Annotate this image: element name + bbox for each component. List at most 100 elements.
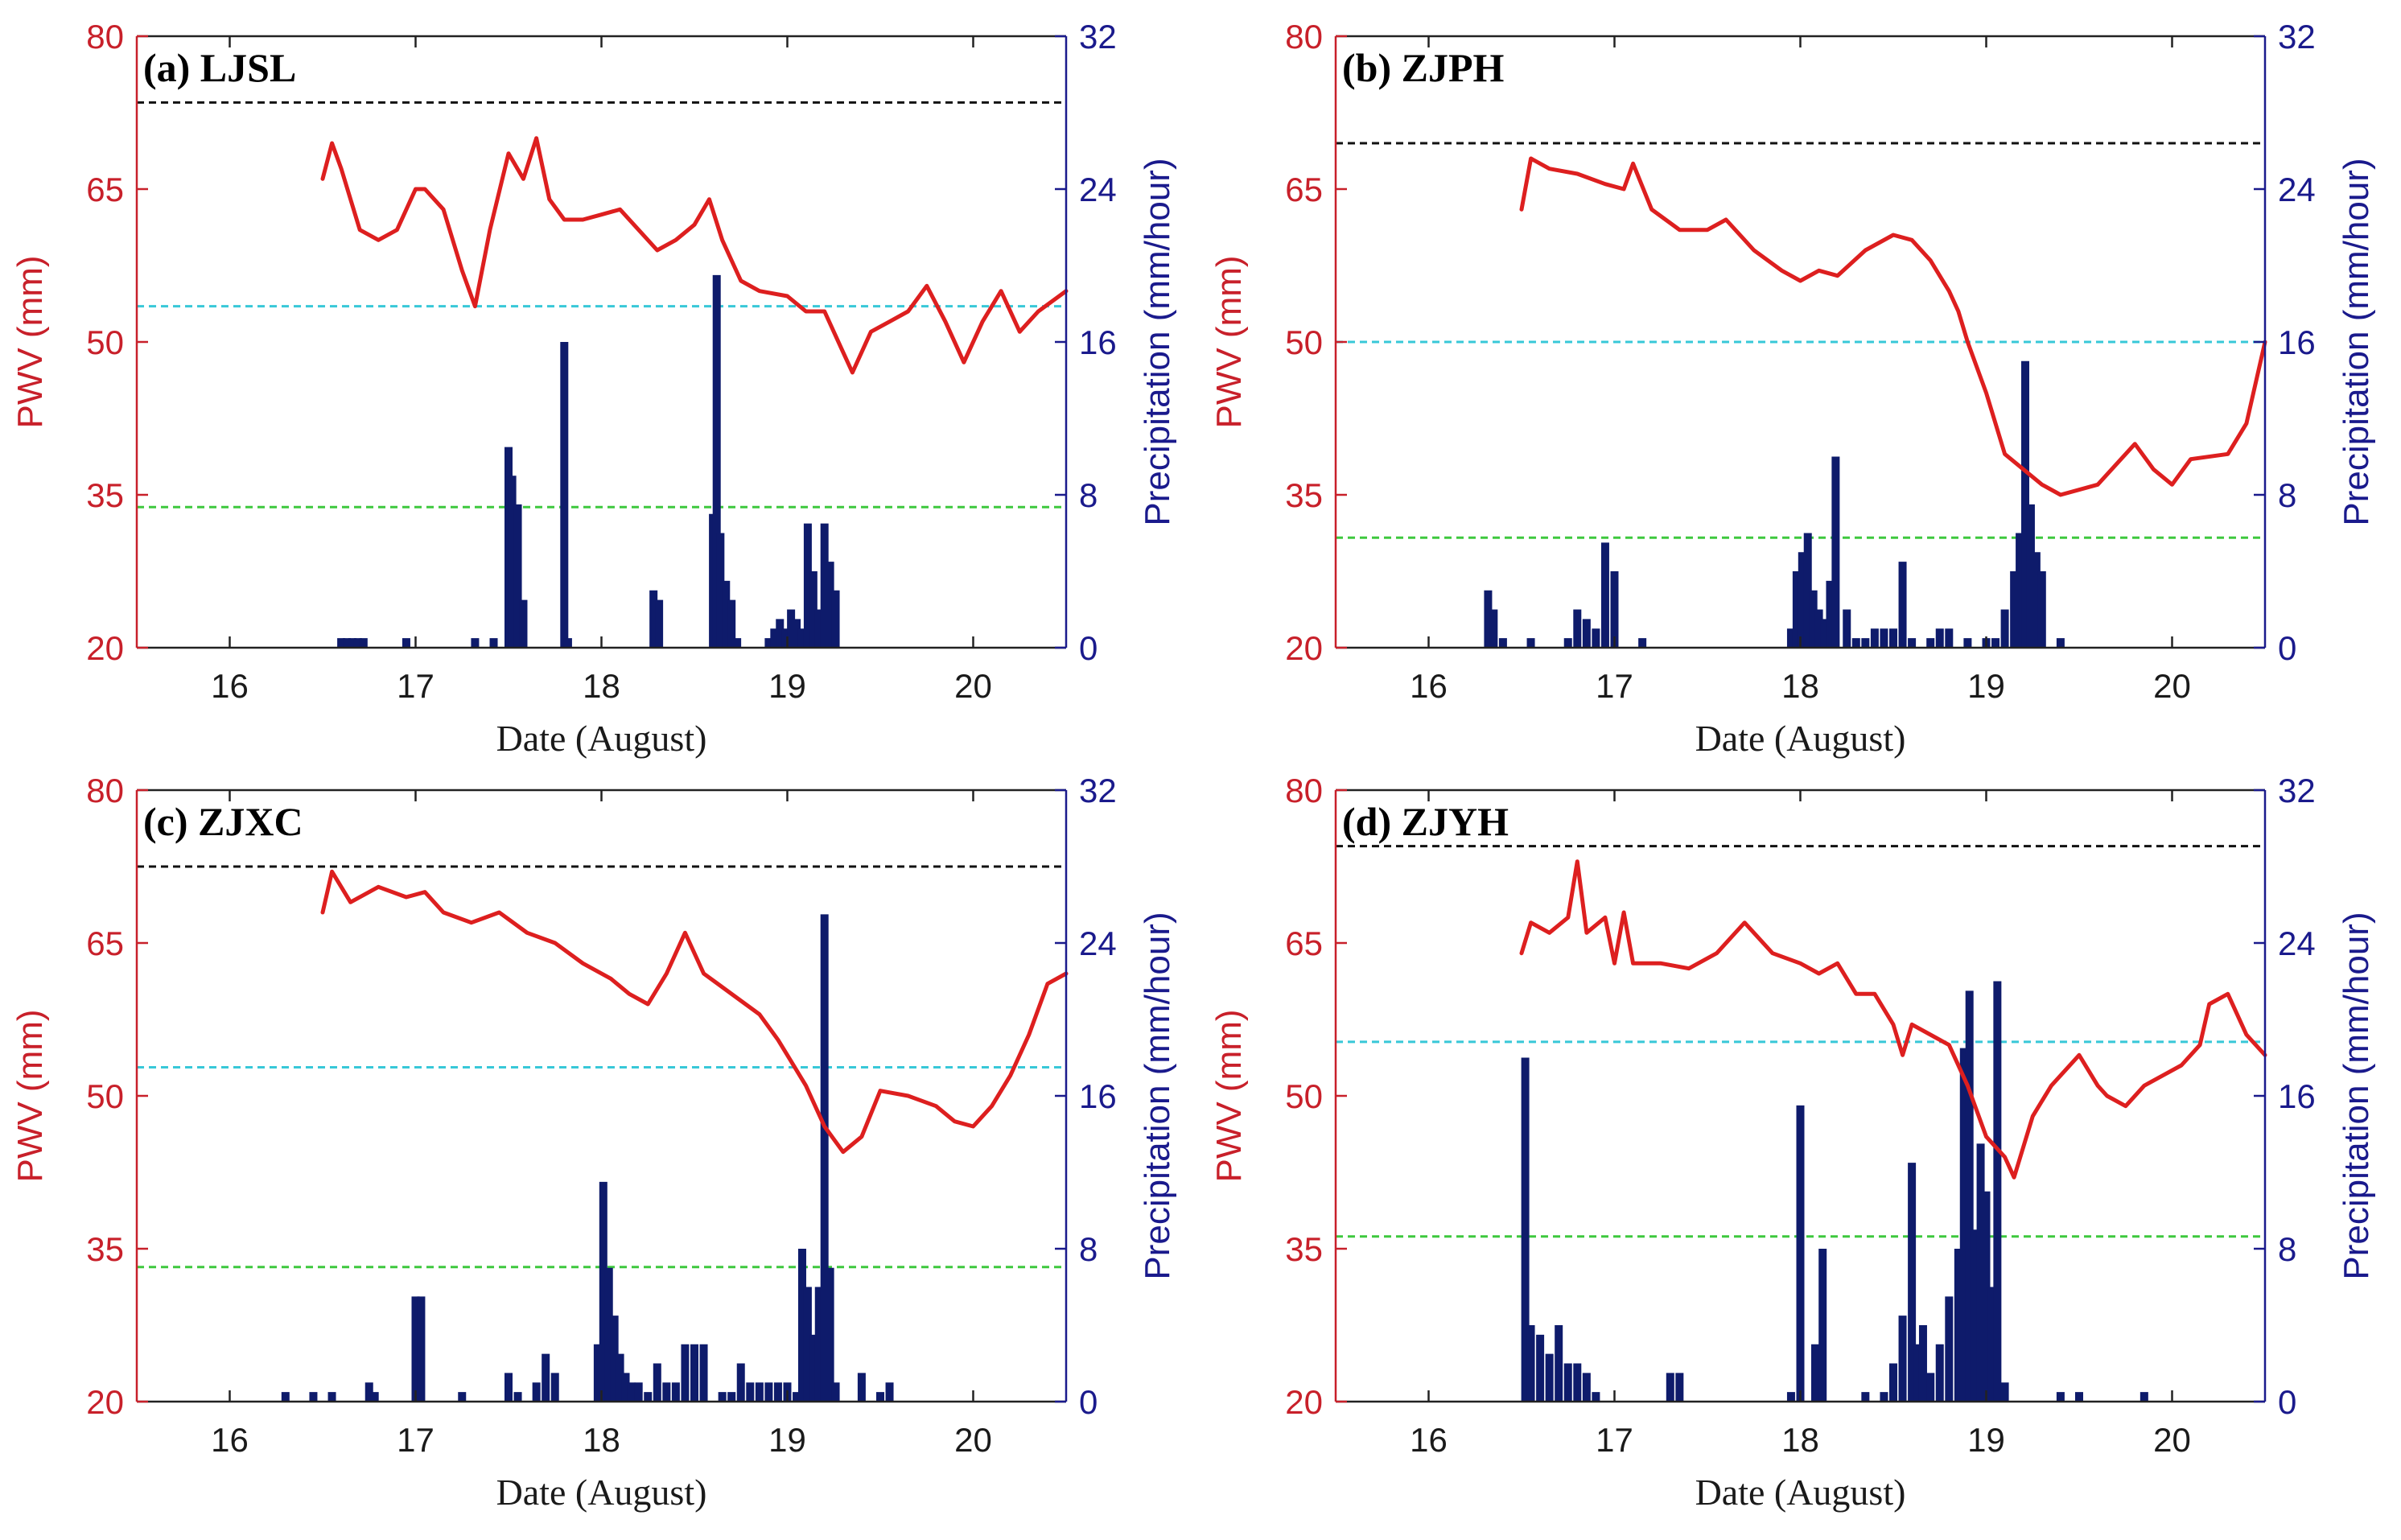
precip-bar bbox=[563, 638, 572, 648]
precip-bar bbox=[1826, 580, 1835, 648]
precip-bar bbox=[831, 1382, 840, 1402]
precip-bar bbox=[513, 1392, 522, 1402]
precip-bar bbox=[1945, 628, 1954, 648]
right-tick-label: 24 bbox=[1079, 924, 1117, 962]
x-tick-label: 16 bbox=[1410, 667, 1448, 705]
precip-bar bbox=[1610, 571, 1619, 648]
left-tick-label: 65 bbox=[1285, 924, 1323, 962]
left-tick-label: 35 bbox=[1285, 476, 1323, 514]
precip-bar bbox=[820, 523, 829, 648]
precip-bar bbox=[797, 1249, 806, 1402]
precip-bar bbox=[671, 1382, 680, 1402]
left-axis-label: PWV (mm) bbox=[10, 1009, 50, 1182]
precip-bar bbox=[513, 504, 522, 648]
precip-bar bbox=[610, 1316, 619, 1402]
precip-bar bbox=[716, 533, 725, 648]
precip-bar bbox=[542, 1353, 550, 1402]
precip-bar bbox=[370, 1392, 379, 1402]
precip-bar bbox=[649, 590, 658, 648]
chart-panel-1: 20 35 50 65 80 0 8 16 24 32 16 17 18 19 20 PWV (mm) Prec… bbox=[10, 18, 1177, 759]
x-tick-label: 16 bbox=[211, 667, 249, 705]
left-tick-label: 65 bbox=[86, 924, 124, 962]
right-tick-label: 0 bbox=[2278, 1383, 2296, 1421]
right-axis-label: Precipitation (mm/hour) bbox=[1138, 912, 1177, 1279]
precip-bar bbox=[309, 1392, 318, 1402]
left-tick-label: 80 bbox=[1285, 772, 1323, 809]
precip-bar bbox=[1987, 1287, 1996, 1402]
x-axis-label: Date (August) bbox=[1695, 718, 1906, 759]
precip-bar bbox=[1918, 1325, 1927, 1402]
precip-bar bbox=[1498, 638, 1507, 648]
left-axis-label: PWV (mm) bbox=[1209, 255, 1249, 428]
precip-bar bbox=[1796, 1105, 1805, 1402]
precip-bar bbox=[770, 628, 779, 648]
right-tick-label: 32 bbox=[2278, 772, 2316, 809]
precip-bar bbox=[1666, 1373, 1674, 1402]
precip-bar bbox=[803, 1287, 812, 1402]
left-tick-label: 35 bbox=[1285, 1230, 1323, 1268]
precip-bar bbox=[681, 1344, 690, 1402]
precip-bar bbox=[1545, 1353, 1554, 1402]
precip-bar bbox=[1536, 1334, 1545, 1402]
precip-bar bbox=[1814, 609, 1823, 648]
left-tick-label: 80 bbox=[86, 772, 124, 809]
precip-series bbox=[1521, 981, 2148, 1402]
precip-bar bbox=[718, 1392, 727, 1402]
left-tick-label: 80 bbox=[86, 18, 124, 56]
precip-bar bbox=[1991, 638, 2000, 648]
x-tick-label: 20 bbox=[954, 1421, 992, 1459]
left-tick-label: 65 bbox=[1285, 171, 1323, 208]
right-axis-label: Precipitation (mm/hour) bbox=[2337, 912, 2376, 1279]
precip-bar bbox=[593, 1344, 602, 1402]
precip-bar bbox=[1786, 1392, 1795, 1402]
precip-bar bbox=[1993, 981, 2002, 1402]
x-axis-label: Date (August) bbox=[1695, 1472, 1906, 1513]
precip-bar bbox=[1851, 638, 1860, 648]
precip-bar bbox=[402, 638, 410, 648]
precip-bar bbox=[1526, 638, 1535, 648]
precip-bar bbox=[1965, 990, 1974, 1402]
left-tick-label: 80 bbox=[1285, 18, 1323, 56]
chart-panel-3: 20 35 50 65 80 0 8 16 24 32 16 17 18 19 20 PWV (mm) Prec… bbox=[10, 772, 1177, 1513]
precip-bar bbox=[1573, 1363, 1582, 1402]
precip-bar bbox=[2056, 1392, 2065, 1402]
precip-bar bbox=[411, 1296, 420, 1402]
precip-bar bbox=[1908, 638, 1917, 648]
precip-bar bbox=[2037, 571, 2046, 648]
precip-bar bbox=[621, 1373, 630, 1402]
x-tick-label: 20 bbox=[2153, 1421, 2191, 1459]
precip-bar bbox=[755, 1382, 764, 1402]
precip-bar bbox=[1798, 552, 1806, 648]
x-tick-label: 16 bbox=[1410, 1421, 1448, 1459]
precip-bar bbox=[814, 1287, 823, 1402]
precip-bar bbox=[1880, 628, 1888, 648]
precip-bar bbox=[1582, 619, 1591, 648]
precip-bar bbox=[1913, 1344, 1922, 1402]
precip-bar bbox=[885, 1382, 894, 1402]
x-tick-label: 17 bbox=[397, 1421, 434, 1459]
precip-bar bbox=[1592, 628, 1600, 648]
precip-bar bbox=[781, 628, 790, 648]
right-tick-label: 16 bbox=[1079, 1077, 1117, 1115]
left-tick-label: 20 bbox=[1285, 1383, 1323, 1421]
precip-bar bbox=[1563, 638, 1572, 648]
precip-bar bbox=[1898, 562, 1907, 648]
precip-bar bbox=[417, 1296, 426, 1402]
x-tick-label: 18 bbox=[583, 1421, 620, 1459]
precip-bar bbox=[1792, 571, 1801, 648]
right-tick-label: 0 bbox=[1079, 1383, 1098, 1421]
precip-bar bbox=[764, 1382, 773, 1402]
precip-bar bbox=[655, 599, 664, 648]
precip-bar bbox=[644, 1392, 653, 1402]
precip-bar bbox=[797, 628, 806, 648]
precip-bar bbox=[1563, 1363, 1572, 1402]
left-tick-label: 50 bbox=[1285, 1077, 1323, 1115]
panel-title: (b) ZJPH bbox=[1342, 45, 1505, 90]
x-tick-label: 19 bbox=[768, 667, 806, 705]
precip-bar bbox=[532, 1382, 541, 1402]
precip-bar bbox=[2026, 504, 2035, 648]
precip-bar bbox=[1945, 1296, 1954, 1402]
x-tick-label: 17 bbox=[1596, 1421, 1633, 1459]
precip-bar bbox=[1880, 1392, 1888, 1402]
